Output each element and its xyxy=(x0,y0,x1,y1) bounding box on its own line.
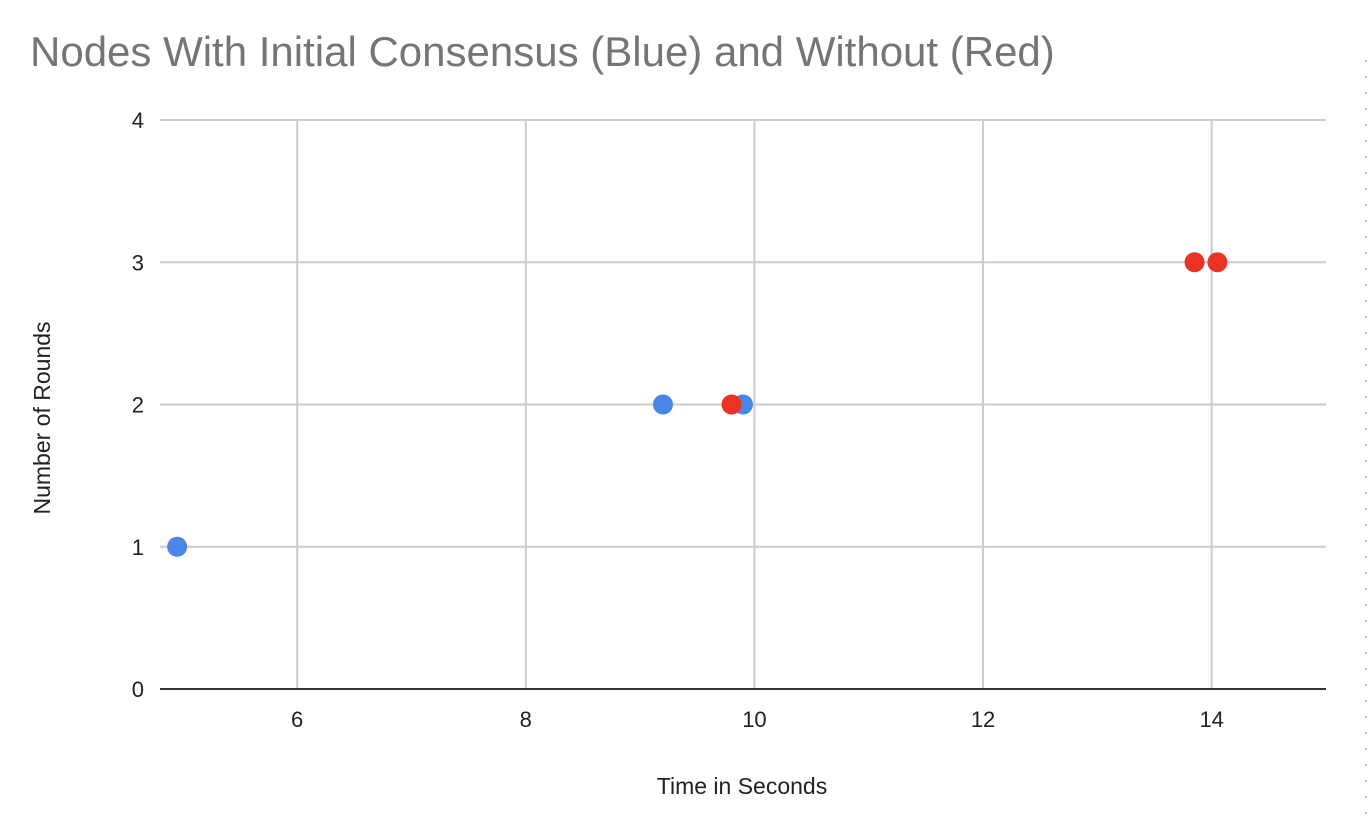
y-tick-label: 2 xyxy=(132,393,144,418)
x-axis-title: Time in Seconds xyxy=(657,773,827,799)
x-tick-label: 8 xyxy=(520,707,532,732)
data-point-series-2 xyxy=(721,394,742,415)
data-points xyxy=(167,252,1228,557)
y-axis-title: Number of Rounds xyxy=(29,321,55,514)
y-tick-label: 1 xyxy=(132,535,144,560)
data-point-series-2 xyxy=(1184,252,1205,273)
grid xyxy=(160,119,1326,690)
x-tick-label: 12 xyxy=(971,707,995,732)
y-tick-label: 4 xyxy=(132,108,144,133)
x-tick-label: 10 xyxy=(742,707,766,732)
data-point-series-2 xyxy=(1207,252,1228,273)
y-tick-label: 3 xyxy=(132,250,144,275)
x-tick-label: 6 xyxy=(291,707,303,732)
x-tick-label: 14 xyxy=(1199,707,1223,732)
chart-title: Nodes With Initial Consensus (Blue) and … xyxy=(30,28,1055,75)
y-tick-label: 0 xyxy=(132,677,144,702)
data-point-series-1 xyxy=(652,394,673,415)
data-point-series-1 xyxy=(167,536,188,557)
